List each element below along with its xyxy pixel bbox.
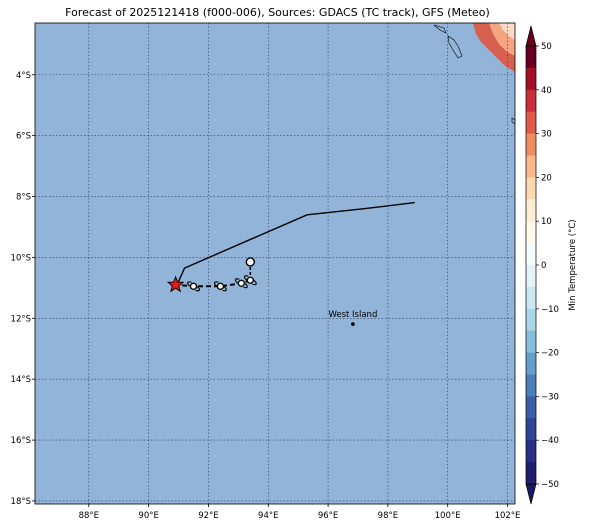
colorbar-segment <box>526 221 536 244</box>
colorbar-segment <box>526 418 536 441</box>
west-island-label: West Island <box>328 310 377 320</box>
colorbar-segment <box>526 155 536 178</box>
map-frame <box>34 22 516 505</box>
colorbar-tick-label: 0 <box>541 261 546 271</box>
grid-lines <box>35 23 515 504</box>
colorbar-segment <box>526 330 536 353</box>
place-marker: West Island <box>328 310 377 326</box>
tropical-storm-symbol <box>187 281 200 292</box>
ocean <box>35 23 515 504</box>
colorbar-segment <box>526 177 536 200</box>
colorbar-tick-label: −20 <box>541 349 559 359</box>
colorbar-segment <box>526 440 536 463</box>
colorbar-tick-label: 50 <box>541 42 552 52</box>
lat-tick-label: 16°S <box>11 436 31 446</box>
lon-tick-label: 96°E <box>318 511 338 521</box>
lat-ticks: 4°S 6°S 8°S 10°S 12°S 14°S 16°S 18°S <box>11 71 35 507</box>
island-outline-2 <box>447 35 463 59</box>
lon-tick-label: 102°E <box>495 511 521 521</box>
colorbar-segment <box>526 352 536 375</box>
lon-tick-label: 88°E <box>79 511 99 521</box>
colorbar-segment <box>526 374 536 397</box>
low-pressure-symbol <box>245 257 256 267</box>
colorbar-segment <box>526 286 536 310</box>
colorbar-tick-label: −40 <box>541 436 559 446</box>
lat-tick-label: 6°S <box>16 132 31 142</box>
colorbar-tick-label: 10 <box>541 217 552 227</box>
colorbar-segment <box>526 462 536 485</box>
lat-tick-label: 10°S <box>11 253 31 263</box>
lon-ticks: 88°E 90°E 92°E 94°E 96°E 98°E 100°E 102°E <box>79 504 521 521</box>
colorbar-segment <box>526 265 536 288</box>
colorbar-segment <box>526 67 536 91</box>
tc-symbols <box>166 257 257 293</box>
colorbar-segment <box>526 308 536 332</box>
lat-tick-label: 14°S <box>11 375 31 385</box>
island-outline-3 <box>511 117 515 125</box>
colorbar-segment <box>526 199 536 222</box>
lon-tick-label: 100°E <box>435 511 461 521</box>
map-title: Forecast of 2025121418 (f000-006), Sourc… <box>65 6 490 19</box>
colorbar-tick-label: −10 <box>541 305 559 315</box>
lat-tick-label: 4°S <box>16 71 31 81</box>
lat-tick-label: 12°S <box>11 314 31 324</box>
lon-tick-label: 98°E <box>378 511 398 521</box>
colorbar-min-extend <box>525 483 537 505</box>
tropical-storm-symbol <box>214 281 227 292</box>
current-position-star <box>166 275 185 293</box>
colorbar-tick-label: −30 <box>541 392 559 402</box>
colorbar-tick-label: 40 <box>541 86 552 96</box>
track-line <box>176 201 415 286</box>
colorbar: 50 40 30 20 10 0 −10 −20 −30 −40 −50 <box>525 25 559 505</box>
west-island-dot <box>351 322 355 326</box>
colorbar-segment <box>526 111 536 134</box>
map-area: West Island <box>35 23 515 504</box>
lat-tick-label: 18°S <box>11 497 31 507</box>
tropical-storm-symbol <box>243 275 257 286</box>
colorbar-tick-label: −50 <box>541 480 559 490</box>
colorbar-label: Min Temperature (°C) <box>568 219 578 310</box>
lon-tick-label: 94°E <box>258 511 278 521</box>
colorbar-max-extend <box>525 25 537 47</box>
colorbar-segment <box>526 396 536 419</box>
lat-tick-label: 8°S <box>16 193 31 203</box>
colorbar-segment <box>526 133 536 156</box>
colorbar-segment <box>526 243 536 266</box>
island-outline-1 <box>433 24 447 34</box>
lon-tick-label: 92°E <box>198 511 218 521</box>
tropical-storm-symbol <box>234 278 248 289</box>
lon-tick-label: 90°E <box>138 511 158 521</box>
colorbar-tick-label: 20 <box>541 173 552 183</box>
colorbar-segment <box>526 46 536 69</box>
warm-land-region-core <box>499 23 515 40</box>
colorbar-tick-label: 30 <box>541 130 552 140</box>
colorbar-segment <box>526 89 536 113</box>
